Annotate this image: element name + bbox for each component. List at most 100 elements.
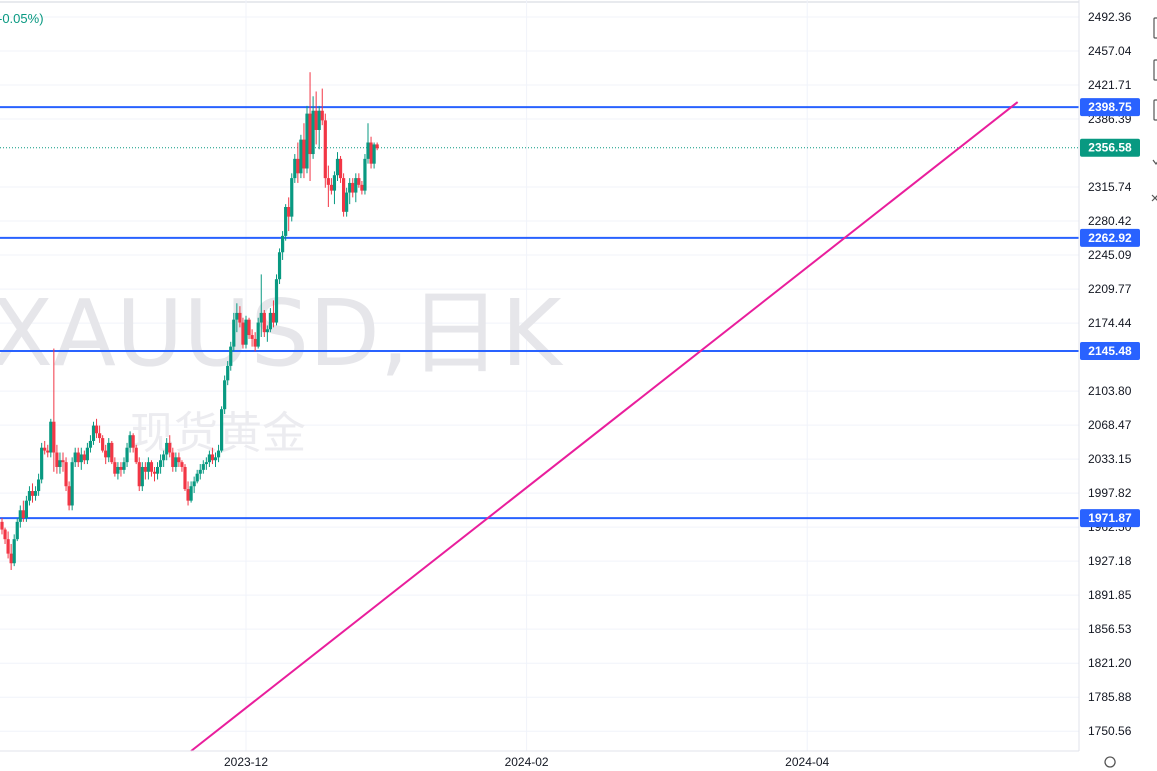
trendline[interactable]: [190, 101, 1019, 752]
candle-body: [201, 464, 205, 470]
candle-body: [9, 553, 13, 564]
price-axis[interactable]: [1078, 0, 1157, 751]
candle-body: [30, 491, 35, 496]
cross-icon: [1151, 194, 1157, 202]
candle-body: [37, 479, 41, 492]
time-tick-label: 2024-02: [505, 755, 549, 769]
candle-body: [192, 481, 196, 487]
candle-body: [232, 319, 236, 347]
candle-body: [284, 207, 288, 236]
candle-body: [27, 491, 32, 501]
candle-body: [21, 510, 25, 518]
candle-body: [198, 469, 202, 474]
candle-body: [329, 184, 333, 191]
candle-body: [168, 442, 172, 453]
candle-body: [73, 452, 77, 463]
price-tick-label: 2280.42: [1088, 214, 1132, 228]
candle-body: [262, 312, 266, 333]
candle-body: [91, 425, 96, 441]
price-tick-label: 1927.18: [1088, 554, 1132, 568]
candle-body: [61, 460, 65, 463]
candle-body: [79, 454, 83, 463]
candle-body: [265, 329, 269, 333]
candle-body: [165, 442, 169, 455]
candle-body: [131, 435, 135, 448]
candle-body: [143, 466, 147, 472]
candle-body: [357, 178, 361, 185]
candle-body: [12, 539, 16, 564]
level-label: 2145.48: [1088, 344, 1132, 358]
trend-line[interactable]: [190, 101, 1019, 752]
candle-body: [226, 365, 230, 381]
candle-body: [125, 447, 129, 463]
candle-body: [213, 457, 218, 461]
candle-body: [107, 442, 111, 458]
candle-body: [43, 447, 47, 451]
price-change-text: -0.05%): [0, 11, 44, 26]
candle-body: [149, 462, 154, 472]
candle-body: [18, 510, 22, 522]
candle-body: [33, 491, 38, 496]
candle-body: [256, 322, 260, 347]
candle-body: [134, 447, 138, 463]
candle-body: [55, 452, 59, 467]
candle-body: [323, 120, 327, 179]
candle-body: [177, 457, 181, 463]
current-price-label-bg: [1080, 138, 1140, 157]
candle-body: [332, 175, 337, 191]
candle-body: [189, 486, 193, 501]
candle-body: [76, 452, 80, 463]
watermark-subtitle: 现货黄金: [130, 408, 306, 459]
candle-body: [155, 466, 160, 474]
candle-body: [49, 421, 53, 453]
candle-body: [94, 425, 99, 434]
candle-body: [375, 144, 379, 149]
candle-body: [369, 142, 373, 164]
candle-body: [335, 158, 340, 176]
candle-body: [128, 435, 132, 448]
level-label: 2398.75: [1088, 100, 1132, 114]
candle-body: [348, 182, 352, 193]
candle-body: [210, 454, 215, 461]
candle-body: [58, 460, 62, 467]
price-tick-label: 1891.85: [1088, 588, 1132, 602]
candle-body: [235, 312, 239, 320]
price-axis-labels: 2398.75 2262.92 2145.48 1971.87 2356.58: [1080, 98, 1140, 528]
candle-body: [171, 452, 175, 467]
candle-body: [320, 110, 324, 121]
price-tick-label: 1821.20: [1088, 656, 1132, 670]
candle-body: [247, 319, 251, 336]
candle-body: [24, 500, 28, 518]
candle-body: [98, 433, 102, 439]
level-label-bg: [1080, 341, 1140, 360]
candle-body: [326, 178, 330, 185]
horizontal-levels[interactable]: [0, 106, 1079, 520]
candle-body: [152, 471, 157, 474]
candle-body: [113, 462, 117, 474]
candle-body: [290, 178, 294, 217]
candle-body: [281, 235, 285, 253]
watermark: XAUUSD,日K 现货黄金: [0, 280, 564, 459]
side-toolbar[interactable]: [1104, 17, 1157, 768]
level-label: 1971.87: [1088, 511, 1132, 525]
grid-lines: [0, 0, 1079, 751]
candle-body: [311, 110, 315, 155]
candle-body: [287, 207, 291, 217]
candle-body: [174, 457, 178, 467]
candle-body: [229, 346, 233, 366]
candle-body: [101, 438, 105, 451]
level-label: 2262.92: [1088, 231, 1132, 245]
candle-body: [296, 158, 300, 174]
candle-body: [271, 312, 276, 323]
price-tick-label: 2209.77: [1088, 282, 1132, 296]
candles: [0, 72, 379, 570]
candle-body: [146, 462, 150, 472]
candle-body: [162, 454, 166, 461]
candle-body: [3, 529, 7, 540]
candle-body: [372, 144, 376, 164]
price-tick-label: 1997.82: [1088, 486, 1132, 500]
candle-body: [85, 447, 89, 461]
candle-body: [345, 192, 349, 212]
candle-body: [342, 178, 346, 212]
candle-body: [259, 312, 263, 323]
